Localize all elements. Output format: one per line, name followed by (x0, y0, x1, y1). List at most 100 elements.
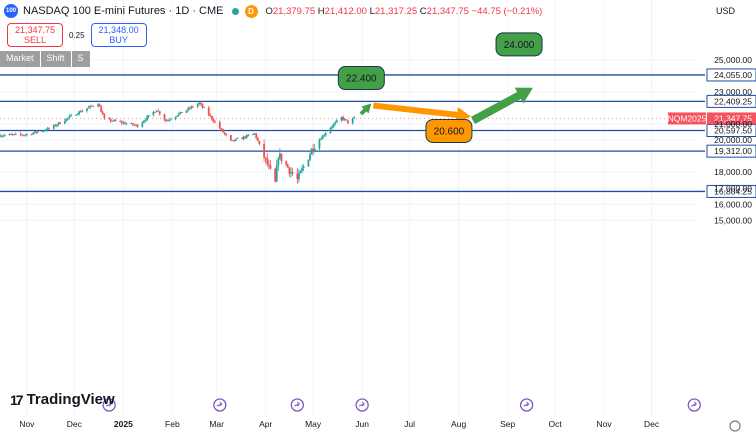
symbol-logo-icon[interactable]: 100 (4, 4, 18, 18)
candle-body (225, 133, 228, 136)
x-tick-label: Feb (165, 419, 180, 429)
symbol-title[interactable]: NASDAQ 100 E-mini Futures · 1D · CME (23, 5, 224, 17)
chart-header: 100 NASDAQ 100 E-mini Futures · 1D · CME… (4, 3, 542, 19)
x-tick-label: Apr (259, 419, 272, 429)
candle-body (302, 166, 305, 169)
x-tick-label: Jul (404, 419, 415, 429)
candle-body (22, 134, 25, 136)
candle-body (318, 139, 321, 149)
candle-body (345, 119, 348, 121)
projection-arrows: 22.400 20.600 24.000 (337, 32, 543, 143)
last-price-badge (707, 112, 756, 125)
candle-body (101, 112, 104, 115)
event-arrow-icon (216, 401, 223, 407)
candle-body (130, 123, 133, 125)
candle-body (37, 131, 39, 133)
target-label: 20.600 (434, 126, 465, 137)
market-open-icon[interactable] (231, 7, 239, 15)
candle-body (135, 124, 137, 126)
event-arrow-icon (358, 401, 365, 407)
event-arrow-icon (294, 401, 301, 407)
candle-body (324, 133, 327, 136)
candle-body (25, 134, 28, 136)
candle-body (46, 128, 49, 131)
target-label: 22.400 (346, 74, 377, 85)
candle-body (152, 111, 155, 116)
candle-body (192, 106, 194, 108)
candle-body (301, 168, 303, 171)
y-tick-label: 21,000.00 (714, 119, 752, 129)
candle-body (313, 148, 316, 151)
y-tick-label: 15,000.00 (714, 215, 752, 225)
candle-body (222, 129, 224, 133)
candle-body (207, 107, 210, 116)
candle-body (0, 136, 3, 137)
tradingview-mark-icon: 17 (10, 391, 24, 408)
sell-button[interactable]: 21,347.75 SELL (7, 23, 63, 47)
candle-body (185, 110, 188, 113)
symbol-badge-label: NQM2025 (668, 113, 707, 123)
candle-body (323, 135, 326, 136)
candle-body (321, 135, 324, 140)
level-badge (706, 124, 756, 138)
order-hint-market[interactable]: Market (0, 51, 40, 67)
candle-body (231, 140, 234, 141)
target-label-box (425, 118, 473, 143)
horizontal-levels: 24,055.00 22,409.25 20,597.50 19,312.00 16,8… (0, 68, 756, 198)
candle-body (32, 132, 35, 135)
x-tick-label: Dec (67, 419, 83, 429)
level-price-label: 19,312.00 (714, 146, 752, 156)
candle-body (157, 110, 160, 112)
candle-body (229, 135, 232, 141)
candle-body (331, 126, 334, 128)
candle-body (253, 133, 256, 135)
candle-body (275, 165, 278, 182)
last-price-label: 21,347.75 (714, 113, 752, 123)
candle-body (3, 135, 6, 136)
y-tick-label: 18,000.00 (714, 167, 752, 177)
candle-body (290, 171, 292, 174)
order-hint-shift[interactable]: Shift (40, 51, 71, 67)
candle-body (266, 157, 269, 165)
candle-body (269, 165, 272, 169)
x-tick-label: Jun (355, 419, 369, 429)
target-label-box (337, 66, 385, 91)
candle-body (180, 111, 183, 113)
candle-body (78, 111, 80, 115)
candle-body (155, 110, 158, 113)
candle-body (244, 136, 247, 138)
tradingview-logo[interactable]: 17 TradingView (10, 391, 115, 408)
projection-arrow-green-up (359, 103, 372, 116)
buy-button[interactable]: 21,348.00 BUY (90, 23, 147, 47)
y-tick-label: 25,000.00 (714, 55, 752, 65)
level-price-label: 20,597.50 (714, 126, 752, 136)
candle-body (92, 105, 95, 107)
candle-body (203, 107, 205, 108)
delayed-data-badge[interactable]: D (244, 4, 258, 18)
candle-body (264, 157, 267, 159)
candle-body (103, 114, 106, 119)
candle-body (199, 102, 202, 105)
order-hint-key[interactable]: S (71, 51, 90, 67)
y-tick-label: 20,000.00 (714, 135, 752, 145)
candle-body (223, 132, 226, 134)
candle-body (124, 122, 126, 125)
candle-body (163, 114, 166, 120)
x-tick-label: Dec (644, 419, 660, 429)
candle-body (291, 171, 294, 174)
time-axis: Nov Dec 2025 Feb Mar Apr May Jun Jul Aug Sep Oct Nov… (19, 419, 741, 432)
candle-body (89, 105, 92, 108)
currency-label[interactable]: USD (716, 6, 736, 16)
candlestick-series (0, 101, 356, 184)
symbol-badge (668, 112, 706, 125)
candle-body (114, 119, 117, 122)
candle-body (119, 121, 122, 122)
candle-body (108, 118, 111, 119)
candle-body (43, 130, 46, 132)
candle-body (236, 138, 239, 140)
candle-body (220, 128, 223, 130)
level-price-label: 22,409.25 (714, 96, 752, 106)
x-tick-label: May (305, 419, 322, 429)
